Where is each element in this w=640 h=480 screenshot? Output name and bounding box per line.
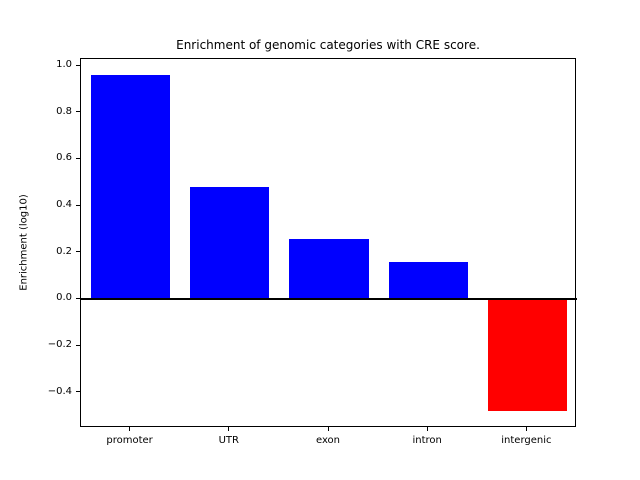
y-tick-mark bbox=[76, 64, 80, 66]
bar-UTR bbox=[190, 187, 270, 300]
y-tick-label: 0.0 bbox=[56, 292, 72, 304]
y-tick-label: −0.4 bbox=[47, 385, 72, 397]
x-tick-label-promoter: promoter bbox=[106, 435, 153, 447]
bar-exon bbox=[289, 238, 369, 300]
y-tick-label: 0.8 bbox=[56, 105, 72, 117]
chart-title: Enrichment of genomic categories with CR… bbox=[176, 38, 480, 52]
zero-line bbox=[81, 298, 577, 301]
y-tick-label: 1.0 bbox=[56, 59, 72, 71]
y-tick-label: 0.6 bbox=[56, 152, 72, 164]
y-tick-mark bbox=[76, 391, 80, 393]
plot-area bbox=[80, 57, 577, 428]
bar-promoter bbox=[90, 75, 171, 300]
bar-intergenic bbox=[487, 299, 568, 412]
y-tick-mark bbox=[76, 251, 80, 253]
x-tick-label-intron: intron bbox=[412, 435, 442, 447]
y-tick-mark bbox=[76, 297, 80, 299]
x-tick-mark bbox=[129, 427, 131, 432]
x-tick-label-exon: exon bbox=[315, 435, 341, 447]
y-tick-mark bbox=[76, 204, 80, 206]
x-tick-label-intergenic: intergenic bbox=[501, 435, 552, 447]
x-tick-mark bbox=[228, 427, 230, 432]
y-tick-label: −0.2 bbox=[47, 339, 72, 351]
x-tick-mark bbox=[327, 427, 329, 432]
x-tick-mark bbox=[525, 427, 527, 432]
y-tick-label: 0.2 bbox=[56, 245, 72, 257]
x-tick-mark bbox=[426, 427, 428, 432]
bar-intron bbox=[388, 262, 468, 300]
y-tick-mark bbox=[76, 111, 80, 113]
y-tick-mark bbox=[76, 157, 80, 159]
y-axis-label: Enrichment (log10) bbox=[18, 194, 30, 291]
y-tick-label: 0.4 bbox=[56, 199, 72, 211]
y-tick-mark bbox=[76, 344, 80, 346]
x-tick-label-UTR: UTR bbox=[218, 435, 239, 447]
